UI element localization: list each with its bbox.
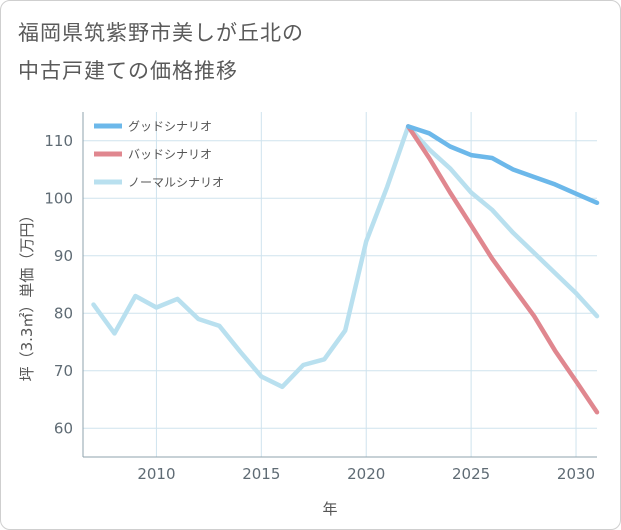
series-lines: [91, 124, 600, 415]
x-tick-label: 2020: [347, 465, 385, 483]
x-tick-label: 2010: [137, 465, 175, 483]
legend-label: グッドシナリオ: [128, 120, 212, 134]
series-line-bad: [405, 124, 600, 415]
y-tick-label: 110: [44, 132, 73, 150]
x-tick-label: 2030: [557, 465, 595, 483]
y-tick-label: 90: [54, 247, 73, 265]
series-line-normal: [91, 124, 600, 390]
x-tick-label: 2015: [242, 465, 280, 483]
chart-title-line-1: 福岡県筑紫野市美しが丘北の: [18, 21, 304, 45]
chart-title-line-2: 中古戸建ての価格推移: [18, 59, 238, 83]
grid-lines: [83, 112, 597, 457]
y-tick-label: 80: [54, 304, 73, 322]
legend-label: ノーマルシナリオ: [128, 176, 224, 190]
series-line-good: [405, 124, 600, 206]
legend-label: バッドシナリオ: [128, 148, 212, 162]
chart-title: 福岡県筑紫野市美しが丘北の 中古戸建ての価格推移: [18, 14, 304, 90]
y-tick-label: 60: [54, 419, 73, 437]
x-tick-label: 2025: [452, 465, 490, 483]
y-axis-title: 坪（3.3㎡）単価（万円）: [18, 208, 36, 382]
y-tick-label: 70: [54, 362, 73, 380]
axes: 60 70 80 90 100 110 2010 2015 2020 2025 2030 年 坪（3.3…: [18, 112, 597, 518]
y-tick-label: 100: [44, 189, 73, 207]
x-axis-title: 年: [322, 500, 337, 518]
